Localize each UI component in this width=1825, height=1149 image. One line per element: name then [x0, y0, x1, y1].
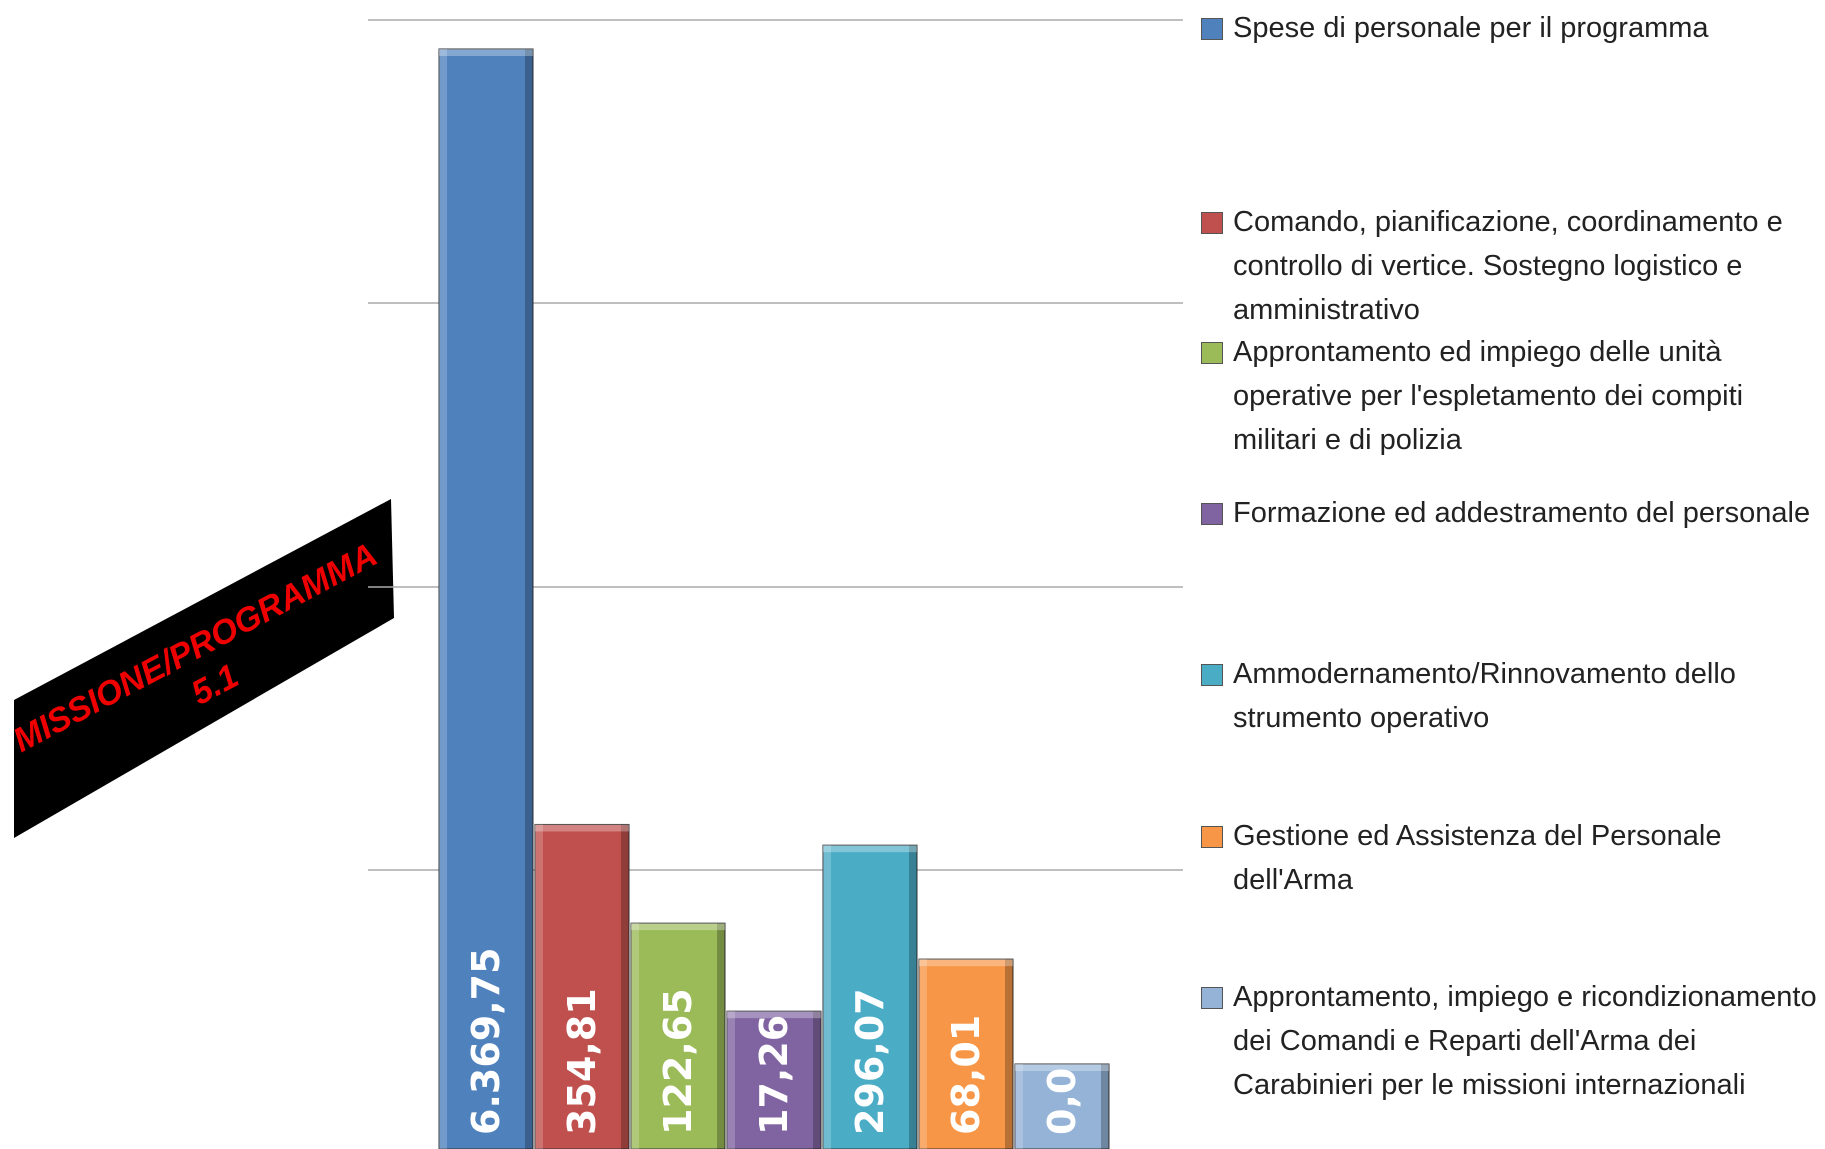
legend-label: Gestione ed Assistenza del Personale del…	[1233, 820, 1722, 896]
legend-label: Formazione ed addestramento del personal…	[1233, 497, 1811, 529]
value-label: 354,81	[560, 988, 604, 1135]
bar-shade	[621, 824, 629, 1149]
bar-light	[823, 845, 831, 1149]
bar-top	[727, 1011, 821, 1019]
bar-top	[919, 959, 1013, 967]
bar-light	[1015, 1064, 1023, 1149]
legend-swatch	[1201, 826, 1223, 848]
legend-label: Comando, pianificazione, coordinamento e…	[1233, 206, 1783, 326]
bar	[438, 48, 534, 1149]
legend-swatch	[1201, 212, 1223, 234]
value-label: 68,01	[944, 1015, 988, 1135]
bar-light	[631, 923, 639, 1149]
bar	[630, 922, 726, 1149]
legend-label: Approntamento ed impiego delle unità ope…	[1233, 336, 1744, 456]
legend-swatch	[1201, 664, 1223, 686]
bar	[1014, 1063, 1110, 1149]
bar-shade	[1101, 1064, 1109, 1149]
bar-top	[1015, 1064, 1109, 1071]
banner	[14, 499, 394, 838]
legend-label: Approntamento, impiego e ricondizionamen…	[1233, 981, 1817, 1101]
bar-top	[439, 49, 533, 56]
legend-label: Ammodernamento/Rinnovamento dello strume…	[1233, 658, 1736, 734]
value-label: 122,65	[656, 988, 700, 1135]
value-label: 6.369,75	[464, 947, 508, 1135]
value-label: 296,07	[848, 988, 892, 1135]
bar-light	[439, 49, 447, 1149]
bar	[918, 958, 1014, 1149]
legend-swatch	[1201, 18, 1223, 40]
legend-label: Spese di personale per il programma	[1233, 12, 1709, 44]
bar-light	[727, 1011, 735, 1149]
value-label: 0,0	[1040, 1068, 1084, 1135]
bar-shade	[717, 923, 725, 1149]
bar	[534, 823, 630, 1149]
bar-shade	[1005, 959, 1013, 1149]
bar-light	[919, 959, 927, 1149]
bar-top	[823, 845, 917, 853]
bar	[726, 1010, 822, 1149]
bar-shade	[909, 845, 917, 1149]
bar	[822, 844, 918, 1149]
value-label: 17,26	[752, 1015, 796, 1135]
legend-swatch	[1201, 503, 1223, 525]
bar-light	[535, 824, 543, 1149]
bar-shade	[525, 49, 533, 1149]
legend-swatch	[1201, 342, 1223, 364]
bar-top	[631, 923, 725, 931]
bar-shade	[813, 1011, 821, 1149]
bar-top	[535, 824, 629, 832]
legend-swatch	[1201, 987, 1223, 1009]
